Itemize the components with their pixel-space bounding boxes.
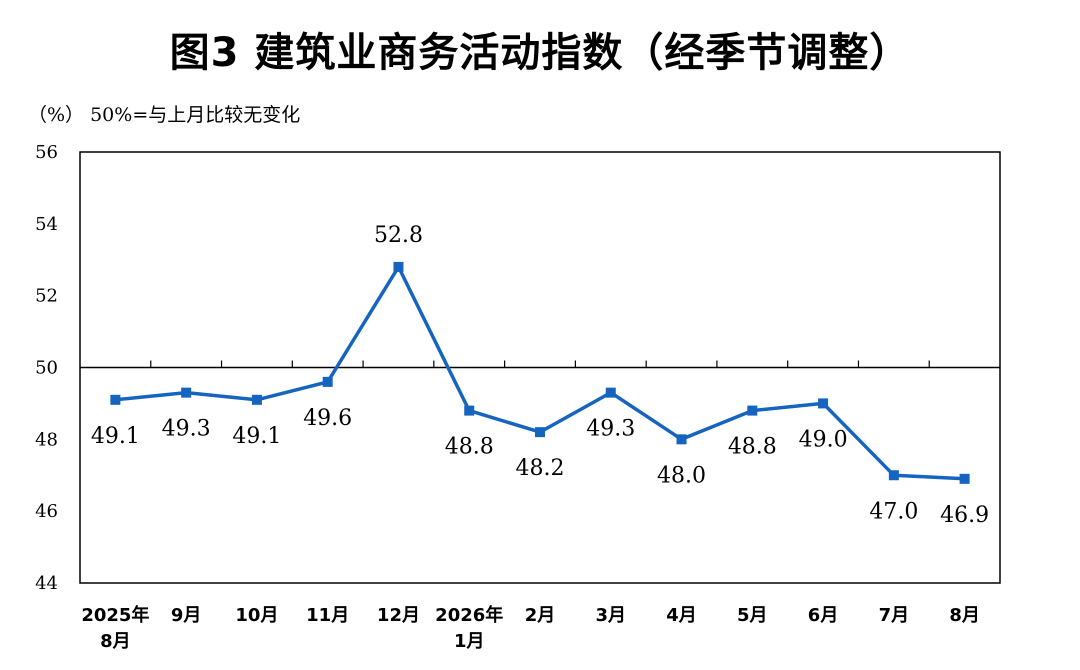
x-tick-label: 5月 [737,605,768,626]
y-tick-label: 54 [35,214,58,235]
y-tick-label: 56 [35,142,58,163]
data-label: 49.3 [162,417,211,442]
y-tick-label: 44 [35,573,58,594]
y-tick-label: 48 [35,429,58,450]
data-label: 49.1 [232,424,281,449]
data-labels: 49.1 49.3 49.1 49.6 52.8 48.8 48.2 49.3 48.0 48.8… [91,223,989,528]
data-point [676,434,687,445]
x-tick-label: 4月 [666,605,697,626]
chart-axes [79,151,1001,584]
data-label: 49.0 [799,427,848,452]
data-point [251,394,262,405]
data-point [605,387,616,398]
x-tick-label: 9月 [171,605,202,626]
data-label: 48.8 [445,435,494,460]
data-point [535,427,545,438]
data-point [959,473,970,484]
x-tick-label: 8月 [100,631,131,652]
data-label: 52.8 [374,223,423,248]
x-tick-label: 8月 [949,605,980,626]
data-label: 49.1 [91,424,140,449]
chart-subtitle: （%） 50%=与上月比较无变化 [28,104,301,126]
series-line [110,261,970,484]
y-tick-label: 46 [35,501,58,522]
data-point [747,405,758,416]
x-tick-label: 6月 [808,605,839,626]
data-point [888,470,899,481]
y-axis-ticks: 44 46 48 50 52 54 56 [35,142,58,594]
x-tick-label: 11月 [306,605,349,626]
x-tick-label: 2月 [525,605,556,626]
x-tick-label: 12月 [377,605,420,626]
data-point [181,387,192,398]
data-point [818,398,829,409]
data-label: 46.9 [940,503,989,528]
x-tick-label: 10月 [235,605,278,626]
data-point [464,405,475,416]
y-tick-label: 50 [35,358,58,379]
data-label: 48.8 [728,435,777,460]
x-tick-label: 7月 [879,605,910,626]
y-tick-label: 52 [35,286,58,307]
data-label: 47.0 [869,499,918,524]
x-tick-label: 1月 [454,631,485,652]
x-tick-label: 2025年 [81,604,149,626]
x-axis-ticks: 2025年 8月 9月 10月 11月 12月 2026年 1月 2月 3月 4月 5月 6月 7月 8月 [81,604,980,652]
data-label: 49.6 [303,406,352,431]
chart-title: 图3 建筑业商务活动指数（经季节调整） [169,30,911,76]
data-point [393,261,404,272]
data-point [322,376,333,387]
x-tick-label: 2026年 [435,604,503,626]
data-label: 48.0 [657,463,706,488]
x-tick-label: 3月 [596,605,627,626]
data-point [110,394,121,405]
data-label: 48.2 [516,456,565,481]
data-label: 49.3 [586,417,635,442]
